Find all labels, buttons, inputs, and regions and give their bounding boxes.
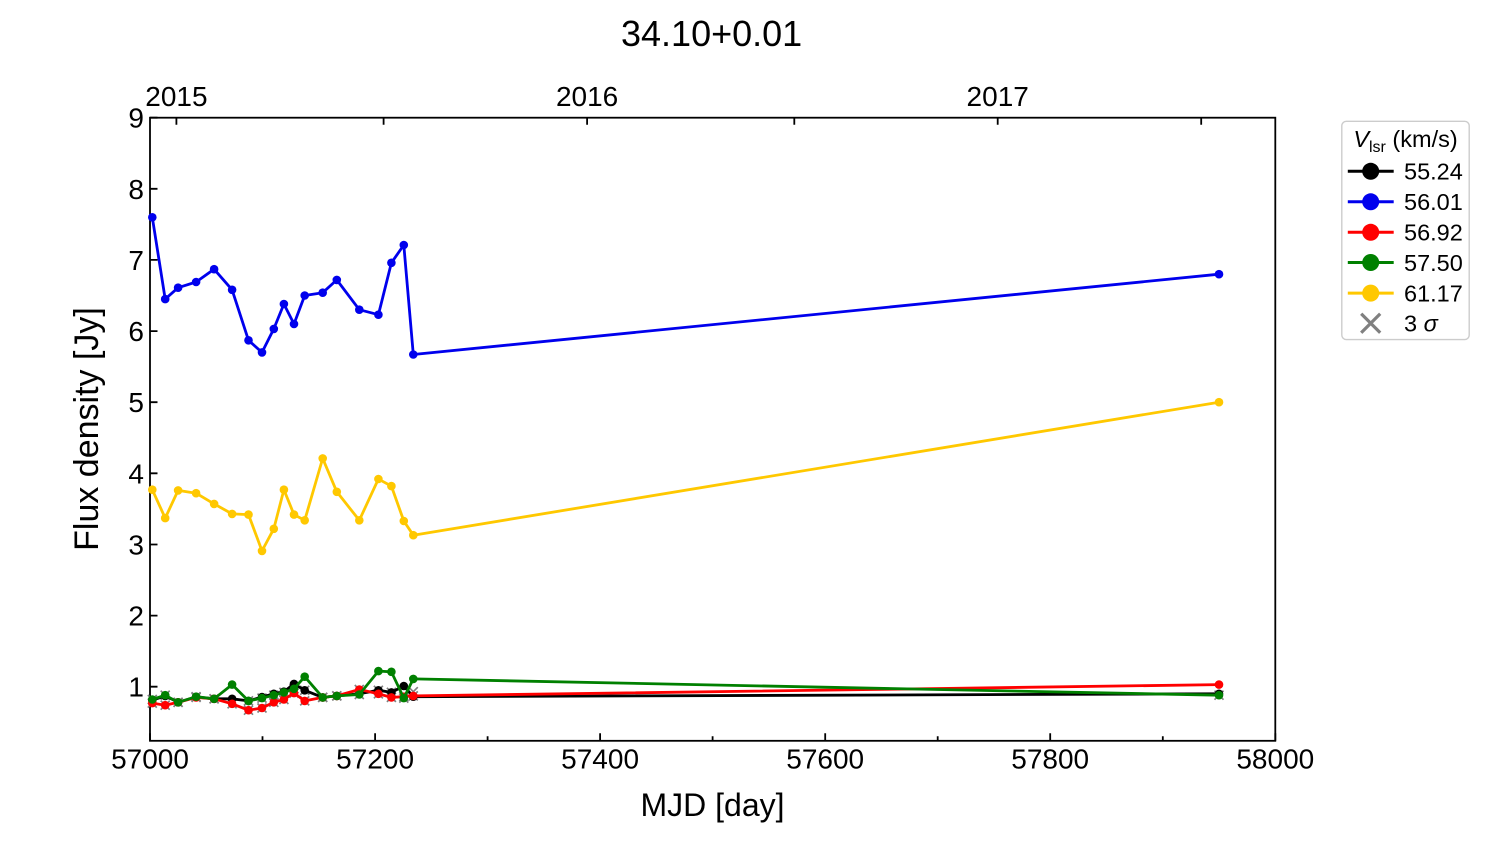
svg-text:2016: 2016 <box>556 81 618 112</box>
svg-text:2017: 2017 <box>967 81 1029 112</box>
svg-text:Vlsr (km/s): Vlsr (km/s) <box>1353 126 1457 156</box>
svg-text:4: 4 <box>128 458 144 489</box>
svg-text:1: 1 <box>128 672 144 703</box>
svg-text:57200: 57200 <box>336 743 414 774</box>
svg-text:57000: 57000 <box>111 743 189 774</box>
svg-text:2: 2 <box>128 601 144 632</box>
svg-text:MJD [day]: MJD [day] <box>640 787 784 823</box>
svg-text:Flux density [Jy]: Flux density [Jy] <box>68 307 106 551</box>
svg-text:2015: 2015 <box>145 81 207 112</box>
svg-text:9: 9 <box>128 103 144 134</box>
svg-text:34.10+0.01: 34.10+0.01 <box>621 13 802 54</box>
svg-text:7: 7 <box>128 245 144 276</box>
svg-text:3: 3 <box>128 530 144 561</box>
svg-text:55.24: 55.24 <box>1404 159 1463 185</box>
svg-text:58000: 58000 <box>1236 743 1314 774</box>
svg-text:57600: 57600 <box>786 743 864 774</box>
svg-text:57400: 57400 <box>561 743 639 774</box>
svg-text:56.01: 56.01 <box>1404 189 1463 215</box>
svg-text:6: 6 <box>128 316 144 347</box>
svg-text:57.50: 57.50 <box>1404 250 1463 276</box>
svg-text:5: 5 <box>128 387 144 418</box>
svg-text:57800: 57800 <box>1011 743 1089 774</box>
svg-text:8: 8 <box>128 174 144 205</box>
svg-text:3 σ: 3 σ <box>1404 311 1439 337</box>
svg-text:61.17: 61.17 <box>1404 280 1463 306</box>
svg-text:56.92: 56.92 <box>1404 220 1463 246</box>
